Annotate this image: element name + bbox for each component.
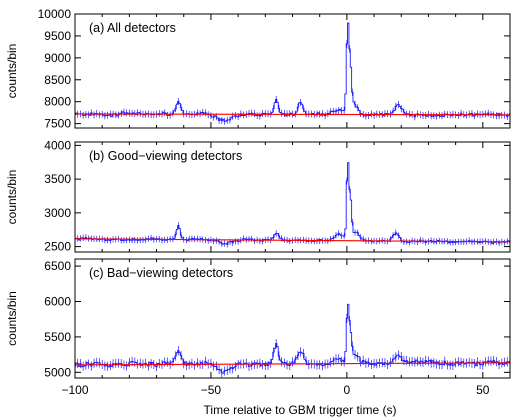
x-axis-label: Time relative to GBM trigger time (s) bbox=[204, 403, 397, 417]
panel-a-y-tick-label: 9000 bbox=[44, 51, 71, 65]
panel-b-y-tick-label: 3500 bbox=[44, 172, 71, 186]
panel-b-y-tick-label: 3000 bbox=[44, 206, 71, 220]
panel-c-y-tick-label: 6000 bbox=[44, 295, 71, 309]
panel-a-y-axis-label: counts/bin bbox=[5, 44, 19, 99]
panel-a-y-tick-label: 9500 bbox=[44, 29, 71, 43]
panel-c: 5000 5500 6000 6500 (c) Bad−viewing detector… bbox=[5, 258, 511, 379]
panel-b: 2500 3000 3500 4000 (b) Good−viewing detecto… bbox=[5, 138, 511, 254]
panel-a-title: (a) All detectors bbox=[89, 21, 176, 35]
panel-a-y-tick-label: 8500 bbox=[44, 73, 71, 87]
x-tick-label: −50 bbox=[201, 383, 222, 397]
panel-a-error-bars bbox=[75, 40, 510, 125]
panel-c-background-fit bbox=[75, 362, 510, 366]
panel-c-y-tick-label: 5500 bbox=[44, 330, 71, 344]
panel-a-y-tick-label: 7500 bbox=[44, 117, 71, 131]
panel-a-plot-area bbox=[75, 22, 510, 125]
panel-a-y-tick-label: 10000 bbox=[38, 7, 72, 21]
panel-c-y-tick-label: 6500 bbox=[44, 259, 71, 273]
panel-b-y-axis-label: counts/bin bbox=[5, 170, 19, 225]
panel-c-plot-area bbox=[75, 303, 510, 378]
panel-b-background-fit bbox=[75, 238, 510, 243]
x-tick-label: 50 bbox=[476, 383, 490, 397]
panel-b-y-tick-label: 2500 bbox=[44, 240, 71, 254]
panel-c-error-bars bbox=[75, 313, 510, 378]
panel-a-lightcurve bbox=[75, 22, 510, 122]
panel-a-background-fit bbox=[75, 113, 510, 116]
x-tick-label: −100 bbox=[61, 383, 88, 397]
panel-b-lightcurve bbox=[75, 162, 510, 245]
panel-c-title: (c) Bad−viewing detectors bbox=[89, 266, 233, 280]
panel-c-y-tick-label: 5000 bbox=[44, 365, 71, 379]
panel-b-y-tick-label: 4000 bbox=[44, 138, 71, 152]
panel-a-y-tick-label: 8000 bbox=[44, 95, 71, 109]
panel-b-plot-area bbox=[75, 162, 510, 248]
panel-c-y-axis-label: counts/bin bbox=[5, 291, 19, 346]
x-tick-label: 0 bbox=[344, 383, 351, 397]
panel-b-error-bars bbox=[75, 177, 510, 248]
panel-a: 7500 8000 8500 9000 9500 10000 (a) All detecto… bbox=[5, 7, 511, 131]
panel-b-title: (b) Good−viewing detectors bbox=[89, 149, 242, 163]
